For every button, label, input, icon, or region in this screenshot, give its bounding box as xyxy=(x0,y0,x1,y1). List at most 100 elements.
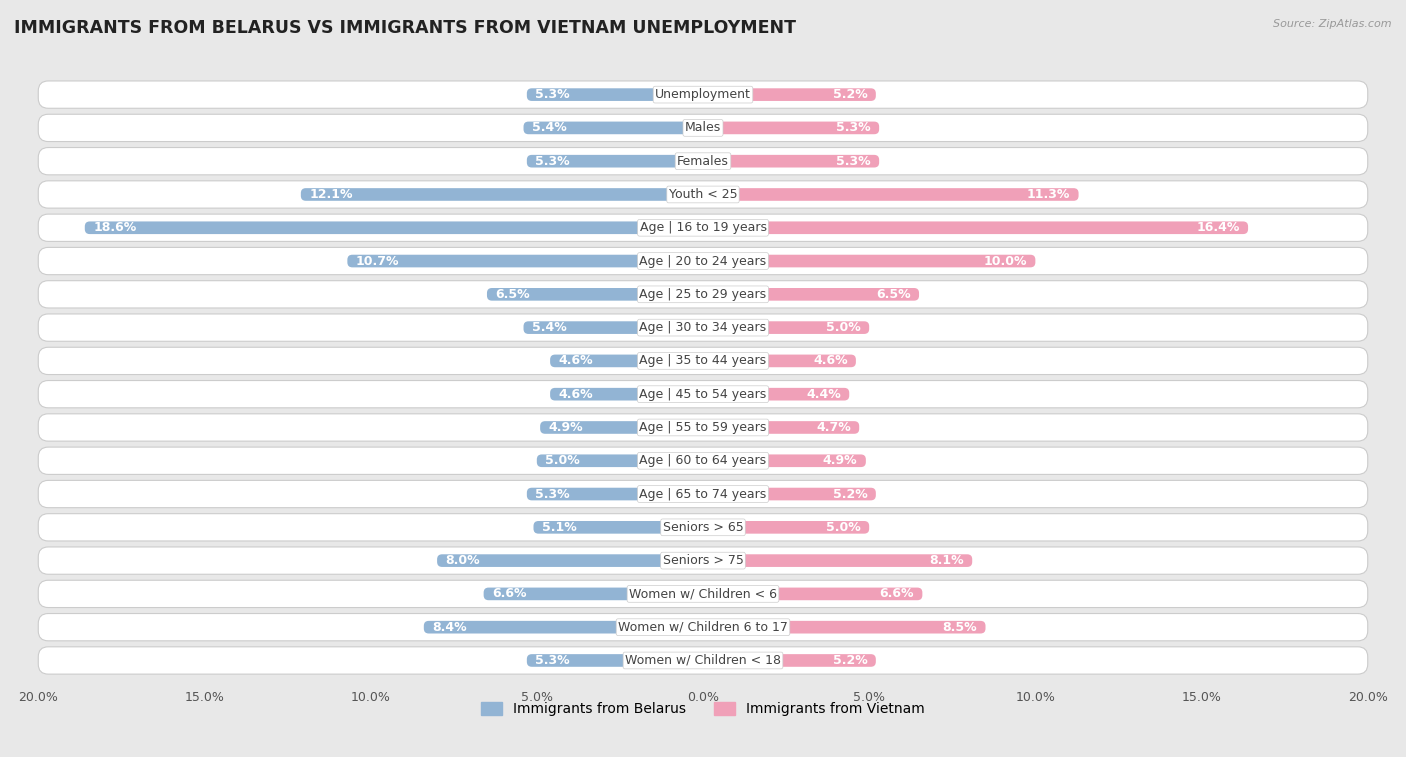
FancyBboxPatch shape xyxy=(38,447,1368,475)
Text: Age | 25 to 29 years: Age | 25 to 29 years xyxy=(640,288,766,301)
Text: Women w/ Children < 18: Women w/ Children < 18 xyxy=(626,654,780,667)
FancyBboxPatch shape xyxy=(38,248,1368,275)
Text: 8.5%: 8.5% xyxy=(942,621,977,634)
Text: Seniors > 65: Seniors > 65 xyxy=(662,521,744,534)
FancyBboxPatch shape xyxy=(540,421,703,434)
Text: 6.5%: 6.5% xyxy=(495,288,530,301)
Text: Women w/ Children < 6: Women w/ Children < 6 xyxy=(628,587,778,600)
Text: 12.1%: 12.1% xyxy=(309,188,353,201)
Text: 18.6%: 18.6% xyxy=(93,221,136,234)
Text: 8.4%: 8.4% xyxy=(432,621,467,634)
Text: Age | 55 to 59 years: Age | 55 to 59 years xyxy=(640,421,766,434)
FancyBboxPatch shape xyxy=(437,554,703,567)
FancyBboxPatch shape xyxy=(703,288,920,301)
Text: Age | 45 to 54 years: Age | 45 to 54 years xyxy=(640,388,766,400)
FancyBboxPatch shape xyxy=(38,414,1368,441)
Legend: Immigrants from Belarus, Immigrants from Vietnam: Immigrants from Belarus, Immigrants from… xyxy=(475,696,931,721)
FancyBboxPatch shape xyxy=(527,89,703,101)
Text: 6.6%: 6.6% xyxy=(492,587,526,600)
FancyBboxPatch shape xyxy=(38,646,1368,674)
Text: 4.6%: 4.6% xyxy=(558,354,593,367)
Text: Age | 20 to 24 years: Age | 20 to 24 years xyxy=(640,254,766,267)
Text: 5.2%: 5.2% xyxy=(832,654,868,667)
Text: 6.6%: 6.6% xyxy=(880,587,914,600)
Text: 4.9%: 4.9% xyxy=(823,454,858,467)
FancyBboxPatch shape xyxy=(703,122,879,134)
FancyBboxPatch shape xyxy=(703,521,869,534)
FancyBboxPatch shape xyxy=(703,654,876,667)
FancyBboxPatch shape xyxy=(550,388,703,400)
FancyBboxPatch shape xyxy=(38,381,1368,408)
Text: 5.3%: 5.3% xyxy=(837,154,870,168)
FancyBboxPatch shape xyxy=(347,254,703,267)
Text: 5.0%: 5.0% xyxy=(546,454,579,467)
Text: 5.3%: 5.3% xyxy=(536,488,569,500)
FancyBboxPatch shape xyxy=(523,321,703,334)
FancyBboxPatch shape xyxy=(38,148,1368,175)
FancyBboxPatch shape xyxy=(38,314,1368,341)
Text: Age | 35 to 44 years: Age | 35 to 44 years xyxy=(640,354,766,367)
FancyBboxPatch shape xyxy=(38,581,1368,608)
Text: 5.0%: 5.0% xyxy=(827,321,860,334)
Text: Age | 65 to 74 years: Age | 65 to 74 years xyxy=(640,488,766,500)
FancyBboxPatch shape xyxy=(38,181,1368,208)
FancyBboxPatch shape xyxy=(38,347,1368,375)
Text: 5.3%: 5.3% xyxy=(536,154,569,168)
Text: 5.3%: 5.3% xyxy=(837,121,870,135)
FancyBboxPatch shape xyxy=(301,188,703,201)
FancyBboxPatch shape xyxy=(38,547,1368,575)
FancyBboxPatch shape xyxy=(703,222,1249,234)
FancyBboxPatch shape xyxy=(703,554,972,567)
FancyBboxPatch shape xyxy=(486,288,703,301)
FancyBboxPatch shape xyxy=(527,155,703,167)
Text: 4.7%: 4.7% xyxy=(815,421,851,434)
Text: Males: Males xyxy=(685,121,721,135)
Text: 4.9%: 4.9% xyxy=(548,421,583,434)
Text: 5.4%: 5.4% xyxy=(531,321,567,334)
FancyBboxPatch shape xyxy=(38,481,1368,508)
Text: Source: ZipAtlas.com: Source: ZipAtlas.com xyxy=(1274,19,1392,29)
Text: 8.1%: 8.1% xyxy=(929,554,965,567)
FancyBboxPatch shape xyxy=(550,354,703,367)
Text: 16.4%: 16.4% xyxy=(1197,221,1240,234)
FancyBboxPatch shape xyxy=(537,454,703,467)
Text: 8.0%: 8.0% xyxy=(446,554,479,567)
Text: 6.5%: 6.5% xyxy=(876,288,911,301)
Text: 10.7%: 10.7% xyxy=(356,254,399,267)
FancyBboxPatch shape xyxy=(523,122,703,134)
Text: 4.6%: 4.6% xyxy=(558,388,593,400)
Text: Youth < 25: Youth < 25 xyxy=(669,188,737,201)
FancyBboxPatch shape xyxy=(527,488,703,500)
Text: Women w/ Children 6 to 17: Women w/ Children 6 to 17 xyxy=(619,621,787,634)
FancyBboxPatch shape xyxy=(533,521,703,534)
Text: Age | 60 to 64 years: Age | 60 to 64 years xyxy=(640,454,766,467)
FancyBboxPatch shape xyxy=(84,222,703,234)
FancyBboxPatch shape xyxy=(703,188,1078,201)
Text: 5.2%: 5.2% xyxy=(832,488,868,500)
Text: Seniors > 75: Seniors > 75 xyxy=(662,554,744,567)
Text: IMMIGRANTS FROM BELARUS VS IMMIGRANTS FROM VIETNAM UNEMPLOYMENT: IMMIGRANTS FROM BELARUS VS IMMIGRANTS FR… xyxy=(14,19,796,37)
Text: 5.2%: 5.2% xyxy=(832,88,868,101)
FancyBboxPatch shape xyxy=(703,155,879,167)
Text: 5.3%: 5.3% xyxy=(536,88,569,101)
FancyBboxPatch shape xyxy=(38,214,1368,241)
Text: Age | 30 to 34 years: Age | 30 to 34 years xyxy=(640,321,766,334)
Text: 5.0%: 5.0% xyxy=(827,521,860,534)
Text: Age | 16 to 19 years: Age | 16 to 19 years xyxy=(640,221,766,234)
FancyBboxPatch shape xyxy=(38,613,1368,641)
Text: Females: Females xyxy=(678,154,728,168)
FancyBboxPatch shape xyxy=(703,587,922,600)
Text: 4.6%: 4.6% xyxy=(813,354,848,367)
Text: 5.4%: 5.4% xyxy=(531,121,567,135)
FancyBboxPatch shape xyxy=(423,621,703,634)
FancyBboxPatch shape xyxy=(703,388,849,400)
FancyBboxPatch shape xyxy=(703,454,866,467)
Text: 11.3%: 11.3% xyxy=(1026,188,1070,201)
FancyBboxPatch shape xyxy=(527,654,703,667)
Text: 5.1%: 5.1% xyxy=(541,521,576,534)
FancyBboxPatch shape xyxy=(703,321,869,334)
Text: 5.3%: 5.3% xyxy=(536,654,569,667)
FancyBboxPatch shape xyxy=(703,488,876,500)
FancyBboxPatch shape xyxy=(703,254,1035,267)
FancyBboxPatch shape xyxy=(38,114,1368,142)
